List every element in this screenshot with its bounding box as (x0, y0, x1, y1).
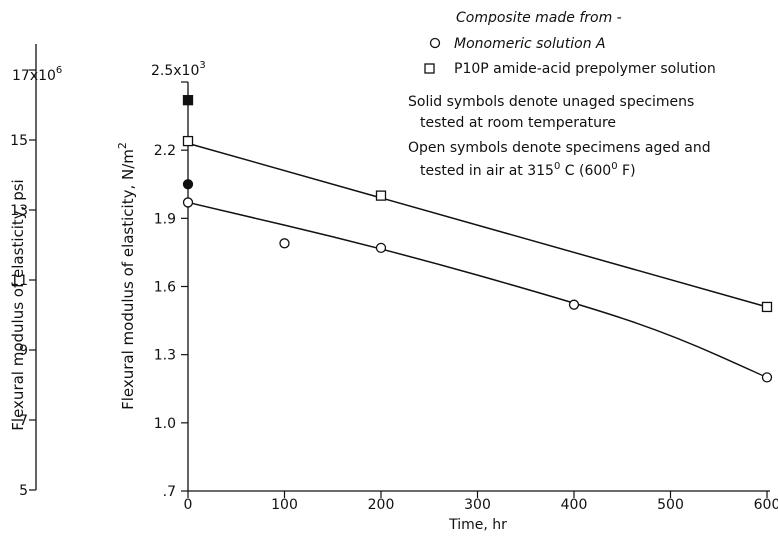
y-axis-top-label: 2.5x103 (151, 60, 206, 79)
y-axis-label: Flexural modulus of elasticity, N/m2 (116, 142, 137, 410)
data-point-monomeric (375, 242, 387, 254)
data-point-monomeric (568, 299, 580, 310)
legend-entry-p10p: P10P amide-acid prepolymer solution (454, 61, 716, 77)
legend-circle-marker (429, 37, 441, 49)
psi-tick-label: 5 (19, 483, 28, 499)
legend-entry-monomeric: Monomeric solution A (454, 36, 606, 52)
legend-heading: Composite made from - (456, 10, 622, 26)
data-points (182, 95, 773, 383)
y-tick-label: 1.3 (154, 348, 176, 364)
psi-axis-top-label: 17x106 (12, 65, 62, 84)
psi-axis: 17x106 5 7 9 11 13 15 Flexural modulus of ela… (9, 44, 62, 499)
data-point-p10p (182, 95, 194, 106)
x-tick-label: 600 (754, 497, 778, 513)
x-tick-label: 500 (657, 497, 684, 513)
data-point-monomeric (182, 197, 194, 208)
x-tick-label: 400 (561, 497, 588, 513)
psi-tick-label: 9 (19, 343, 28, 359)
data-point-p10p (375, 190, 387, 201)
y-tick-label: 1.6 (154, 280, 176, 296)
psi-tick-label: 7 (19, 413, 28, 429)
psi-tick-label: 13 (10, 203, 28, 219)
fit-line-monomeric (187, 201, 768, 379)
x-tick-label: 200 (368, 497, 395, 513)
legend-note-solid-2: tested at room temperature (420, 115, 616, 131)
legend-note-open-2: tested in air at 3150 C (6000 F) (420, 161, 636, 179)
psi-tick-group: 5 7 9 11 13 15 (10, 69, 36, 499)
x-tick-label: 100 (271, 497, 298, 513)
legend-note-solid-1: Solid symbols denote unaged specimens (408, 94, 694, 110)
y-tick-label: .7 (163, 484, 176, 500)
x-tick-group: 0 100 200 300 400 500 600 (184, 491, 778, 513)
y-tick-group: .7 1.0 1.3 1.6 1.9 2.2 (154, 81, 188, 500)
psi-tick-label: 15 (10, 133, 28, 149)
legend-note-open-1: Open symbols denote specimens aged and (408, 140, 711, 156)
legend: Composite made from - Monomeric solution… (408, 10, 716, 179)
y-tick-label: 1.0 (154, 416, 176, 432)
data-point-p10p (182, 135, 194, 147)
x-tick-label: 300 (464, 497, 491, 513)
fit-line-p10p (187, 142, 768, 308)
y-tick-label: 1.9 (154, 211, 176, 227)
x-tick-label: 0 (184, 497, 193, 513)
legend-square-marker (424, 63, 435, 74)
psi-tick-label: 11 (10, 273, 28, 289)
data-point-monomeric (182, 179, 194, 190)
data-point-monomeric (279, 238, 290, 249)
y-tick-label: 2.2 (154, 143, 176, 159)
data-point-monomeric (761, 372, 773, 383)
data-point-p10p (761, 301, 773, 313)
x-axis-label: Time, hr (448, 517, 507, 533)
fit-lines (187, 142, 768, 379)
psi-axis-label: Flexural modulus of elasticity, psi (9, 179, 27, 430)
